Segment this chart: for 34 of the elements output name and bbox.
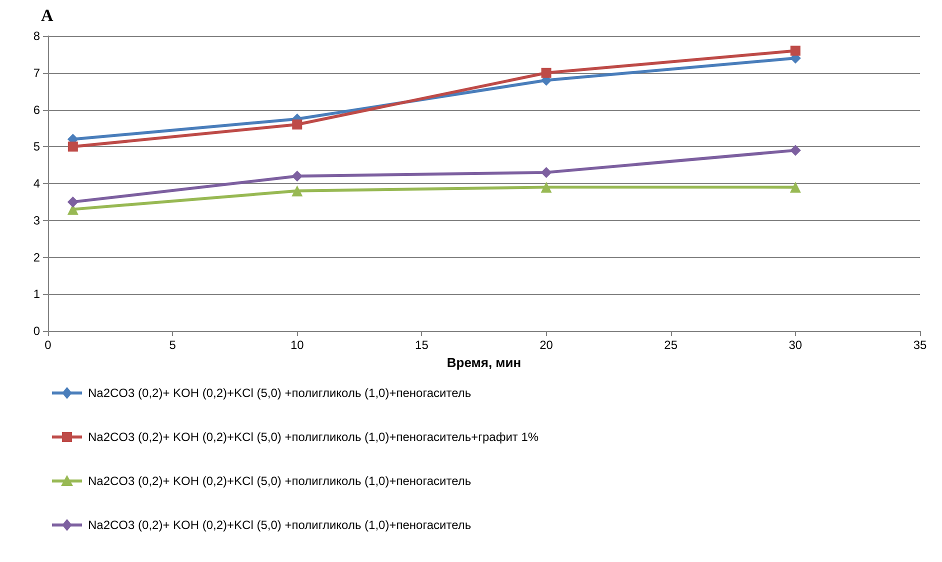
y-tick-label: 1 xyxy=(33,287,40,302)
x-tick-label: 35 xyxy=(913,338,927,352)
point xyxy=(540,166,552,178)
y-tick-label: 4 xyxy=(33,176,40,190)
legend-label: Na2CO3 (0,2)+ KOH (0,2)+KCl (5,0) +полигликоль (1,0)+пеногаситель xyxy=(88,474,472,488)
chart-title: A xyxy=(41,6,54,25)
point xyxy=(541,68,552,78)
x-tick-label: 0 xyxy=(44,338,52,352)
y-tick-label: 2 xyxy=(33,250,40,264)
x-tick-label: 5 xyxy=(169,338,176,352)
point xyxy=(292,120,302,130)
legend-label: Na2CO3 (0,2)+ KOH (0,2)+KCl (5,0) +полигликоль (1,0)+пеногаситель xyxy=(88,518,472,532)
x-tick-label: 10 xyxy=(290,338,304,352)
legend-label: Na2CO3 (0,2)+ KOH (0,2)+KCl (5,0) +полигликоль (1,0)+пеногаситель+графит 1% xyxy=(88,430,539,444)
point xyxy=(790,46,800,56)
point xyxy=(790,144,801,156)
y-tick-label: 3 xyxy=(33,213,40,228)
legend-label: Na2CO3 (0,2)+ KOH (0,2)+KCl (5,0) +полигликоль (1,0)+пеногаситель xyxy=(88,386,472,400)
y-tick-label: 6 xyxy=(33,102,40,117)
x-tick-label: 20 xyxy=(540,338,554,352)
y-tick-label: 5 xyxy=(33,140,40,154)
point xyxy=(68,142,78,152)
point xyxy=(540,182,552,193)
point xyxy=(292,185,303,196)
point xyxy=(292,170,303,182)
y-tick-label: 0 xyxy=(33,324,40,338)
y-tick-label: 8 xyxy=(33,29,40,43)
x-axis-title: Время, мин xyxy=(446,354,522,370)
point xyxy=(67,196,78,208)
y-tick-label: 7 xyxy=(33,66,40,80)
point xyxy=(790,182,801,193)
x-tick-label: 30 xyxy=(788,338,802,352)
x-tick-label: 15 xyxy=(415,338,429,352)
x-tick-label: 25 xyxy=(664,338,678,352)
